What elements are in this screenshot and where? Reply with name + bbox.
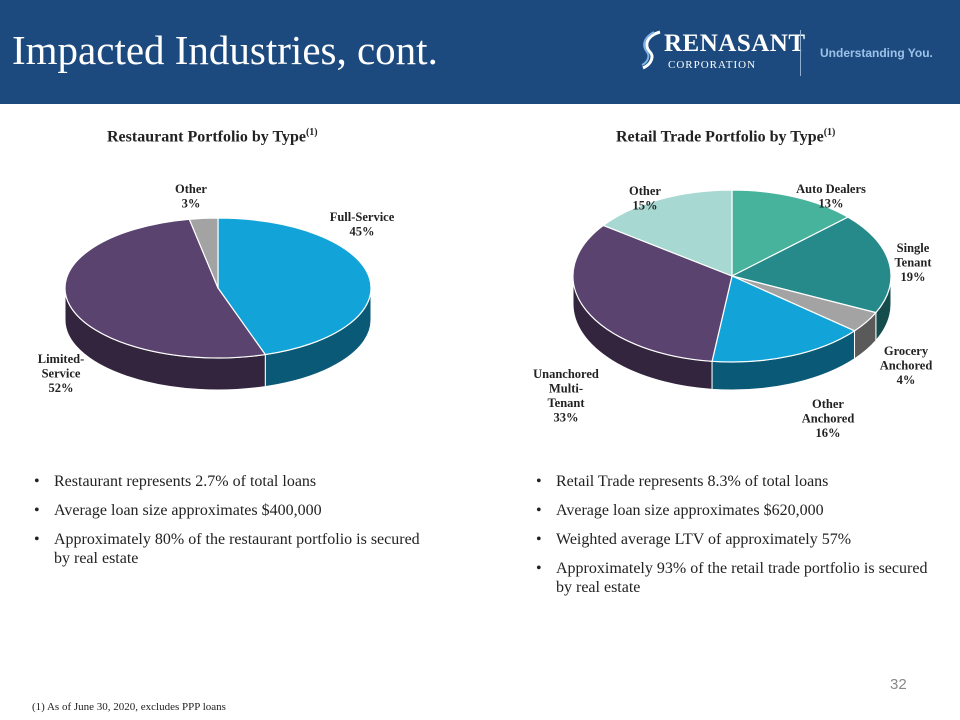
restaurant-slice-0 [217,217,372,356]
retail-chart-title-text: Retail Trade Portfolio by Type [616,128,824,146]
page-number: 32 [890,676,907,693]
restaurant-bullet-2: Approximately 80% of the restaurant port… [32,530,432,568]
retail-slice-label-5: Other 15% [629,184,661,213]
retail-slice-label-1: Single Tenant 19% [894,241,932,284]
restaurant-bullet-1: Average loan size approximates $400,000 [32,501,432,520]
retail-slice-label-2: Grocery Anchored 4% [880,344,933,387]
restaurant-bullet-0: Restaurant represents 2.7% of total loan… [32,472,432,491]
retail-chart-title-sup: (1) [823,127,836,138]
restaurant-slice-label-2: Other 3% [175,182,207,211]
restaurant-slice-label-0: Full-Service 45% [330,210,395,239]
restaurant-slice-label-1: Limited-Service 52% [38,352,85,395]
retail-slice-label-4: Unanchored Multi-Tenant 33% [533,367,599,425]
page-title: Impacted Industries, cont. [12,27,438,73]
retail-bullet-2: Weighted average LTV of approximately 57… [534,530,934,549]
retail-bullet-3: Approximately 93% of the retail trade po… [534,559,934,597]
tagline: Understanding You. [820,46,933,60]
retail-chart-title: Retail Trade Portfolio by Type(1) [616,127,835,146]
header-bar: Impacted Industries, cont. RENASANT CORP… [0,0,960,104]
retail-bullet-1: Average loan size approximates $620,000 [534,501,934,520]
retail-slice-label-0: Auto Dealers 13% [796,182,866,211]
renasant-logo: RENASANT CORPORATION [640,28,805,74]
logo-name: RENASANT [664,30,806,57]
restaurant-pie-chart: Full-Service 45% Limited-Service 52% Other 3% [38,182,395,395]
retail-slice-1 [730,216,892,314]
retail-slice-3 [711,275,856,363]
retail-slice-4 [572,224,733,362]
logo-divider [800,30,801,76]
restaurant-chart-title: Restaurant Portfolio by Type(1) [107,127,318,146]
logo-mark-icon [641,30,661,70]
logo-sub: CORPORATION [668,59,757,71]
retail-bullets: Retail Trade represents 8.3% of total lo… [534,472,934,607]
retail-slice-5 [602,189,733,277]
restaurant-bullets: Restaurant represents 2.7% of total loan… [32,472,432,578]
restaurant-chart-title-sup: (1) [305,127,318,138]
restaurant-slice-1 [64,218,267,359]
retail-bullet-0: Retail Trade represents 8.3% of total lo… [534,472,934,491]
footnote: (1) As of June 30, 2020, excludes PPP lo… [32,701,226,713]
restaurant-slice-2 [188,217,219,289]
retail-slice-0 [731,189,850,277]
retail-pie-chart: Auto Dealers 13% Single Tenant 19% Grocery Anc… [533,182,933,440]
restaurant-chart-title-text: Restaurant Portfolio by Type [107,128,306,146]
retail-slice-label-3: Other Anchored 16% [802,397,855,440]
